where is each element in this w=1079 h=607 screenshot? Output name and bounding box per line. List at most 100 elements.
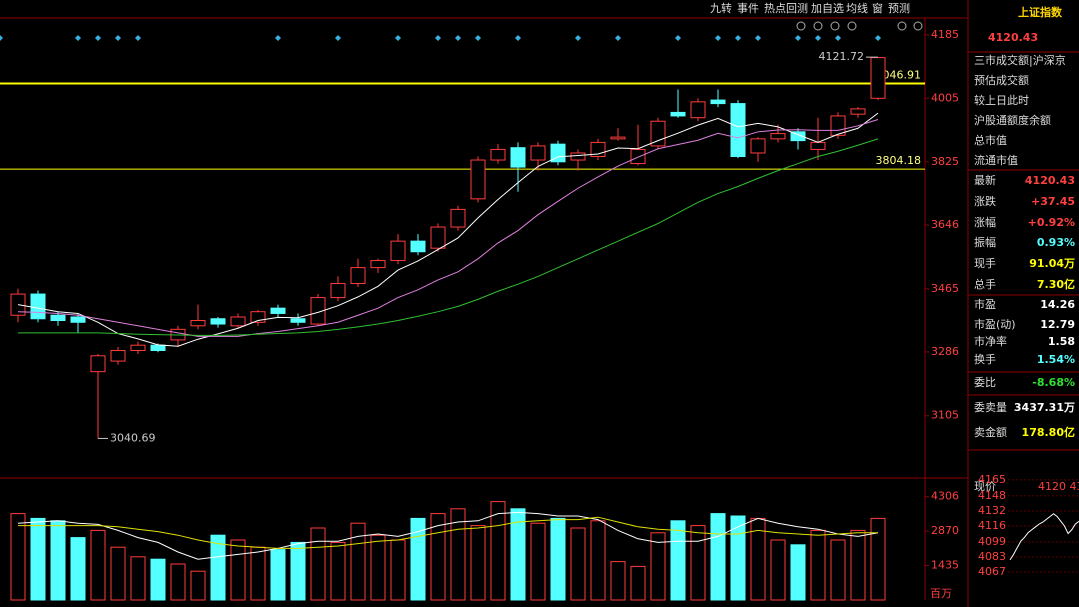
volume-bar [670, 520, 686, 601]
volume-bar [570, 527, 586, 601]
candle-body [710, 99, 726, 105]
stat-value: 14.26 [1040, 298, 1075, 311]
volume-bar [510, 508, 526, 601]
candle-body [310, 297, 326, 325]
stat-value: 4120.43 [1025, 174, 1075, 187]
volume-bar [230, 539, 246, 601]
volume-bar [550, 517, 566, 601]
toolbar-button[interactable]: 均线 [846, 1, 868, 15]
stat-label: 振幅 [974, 235, 996, 249]
volume-bar [490, 501, 506, 601]
stat-label: 委比 [974, 376, 996, 389]
y-tick-label: 3825 [931, 155, 959, 168]
panel-price: 4120.43 [988, 31, 1038, 44]
stat-label: 市盈 [974, 297, 996, 311]
stat-value: 1.54% [1037, 353, 1075, 366]
stat-label: 卖金额 [974, 425, 1007, 439]
volume-bar [790, 544, 806, 601]
volume-bar [150, 558, 166, 601]
volume-bar [10, 513, 26, 601]
stat-label: 市净率 [974, 334, 1007, 348]
volume-bar [110, 546, 126, 601]
toolbar-button[interactable]: 窗 [872, 1, 883, 15]
stat-label: 涨幅 [974, 216, 996, 229]
volume-bar [130, 556, 146, 601]
candle-body [470, 159, 486, 200]
candle-body [230, 316, 246, 327]
volume-bar [630, 565, 646, 601]
toolbar-button[interactable]: 九转 [710, 1, 732, 15]
candle-body [810, 141, 826, 150]
panel-title: 上证指数 [1018, 5, 1063, 19]
stat-value: +0.92% [1028, 216, 1075, 229]
candle-body [330, 282, 346, 299]
high-label: 4121.72 [819, 50, 865, 63]
volume-bar [470, 525, 486, 601]
stat-value: 3437.31万 [1014, 401, 1075, 414]
candle-body [130, 344, 146, 351]
candle-body [370, 260, 386, 269]
intraday-line [1009, 513, 1079, 561]
volume-bar [430, 513, 446, 601]
candle-body [530, 145, 546, 161]
stat-value: -8.68% [1032, 376, 1075, 389]
y-tick-label: 3105 [931, 409, 959, 422]
volume-bar [30, 517, 46, 601]
volume-bar [830, 539, 846, 601]
candle-body [70, 316, 86, 323]
y-tick-label: 3286 [931, 345, 959, 358]
volume-bar [290, 541, 306, 601]
info-row[interactable]: 较上日此时 [974, 93, 1029, 107]
candle-body [690, 101, 706, 119]
y-tick-label: 4099 [978, 535, 1006, 548]
candle-body [410, 240, 426, 253]
info-row[interactable]: 总市值 [974, 133, 1007, 147]
stat-label: 总手 [974, 277, 996, 291]
mini-current: 4120 43 [1038, 480, 1079, 493]
y-tick-label: 4083 [978, 550, 1006, 563]
volume-bar [350, 522, 366, 601]
info-row[interactable]: 流通市值 [974, 153, 1018, 167]
info-row[interactable]: 预估成交额 [974, 73, 1029, 87]
toolbar-button[interactable]: 热点回测 [764, 2, 808, 15]
candle-body [90, 355, 106, 373]
candle-body [350, 267, 366, 284]
candle-body [870, 57, 886, 99]
volume-bar [370, 534, 386, 601]
stat-value: +37.45 [1031, 195, 1075, 208]
volume-bar [70, 537, 86, 601]
candle-body [730, 103, 746, 158]
candle-body [630, 148, 646, 165]
candle-body [290, 318, 306, 323]
info-row[interactable]: 三市成交额|沪深京 [974, 53, 1066, 67]
moving-average [17, 118, 879, 337]
y-tick-label: 4116 [978, 519, 1006, 532]
y-tick-label: 4132 [978, 504, 1006, 517]
y-tick-label: 3646 [931, 218, 959, 231]
toolbar-button[interactable]: 预测 [888, 2, 910, 15]
stat-label: 现手 [974, 256, 996, 270]
level-label: 3804.18 [876, 154, 922, 167]
y-tick-label: 2870 [931, 524, 959, 537]
toolbar-button[interactable]: 事件 [737, 2, 759, 15]
moving-average [17, 112, 879, 347]
y-tick-label: 4148 [978, 489, 1006, 502]
volume-bar [250, 546, 266, 601]
y-tick-label: 4067 [978, 565, 1006, 578]
info-row[interactable]: 沪股通额度余额 [974, 113, 1051, 127]
volume-average [18, 516, 878, 549]
candle-body [570, 152, 586, 161]
volume-bar [270, 549, 286, 601]
stat-label: 市盈(动) [974, 317, 1016, 331]
volume-bar [530, 522, 546, 601]
candle-body [430, 226, 446, 249]
y-tick-label: 4165 [978, 473, 1006, 486]
candle-body [190, 320, 206, 327]
volume-bar [310, 527, 326, 601]
candle-body [210, 318, 226, 325]
volume-bar [90, 529, 106, 601]
toolbar-button[interactable]: 加自选 [811, 2, 844, 15]
candle-body [670, 111, 686, 117]
toolbar-icons[interactable] [796, 21, 923, 31]
